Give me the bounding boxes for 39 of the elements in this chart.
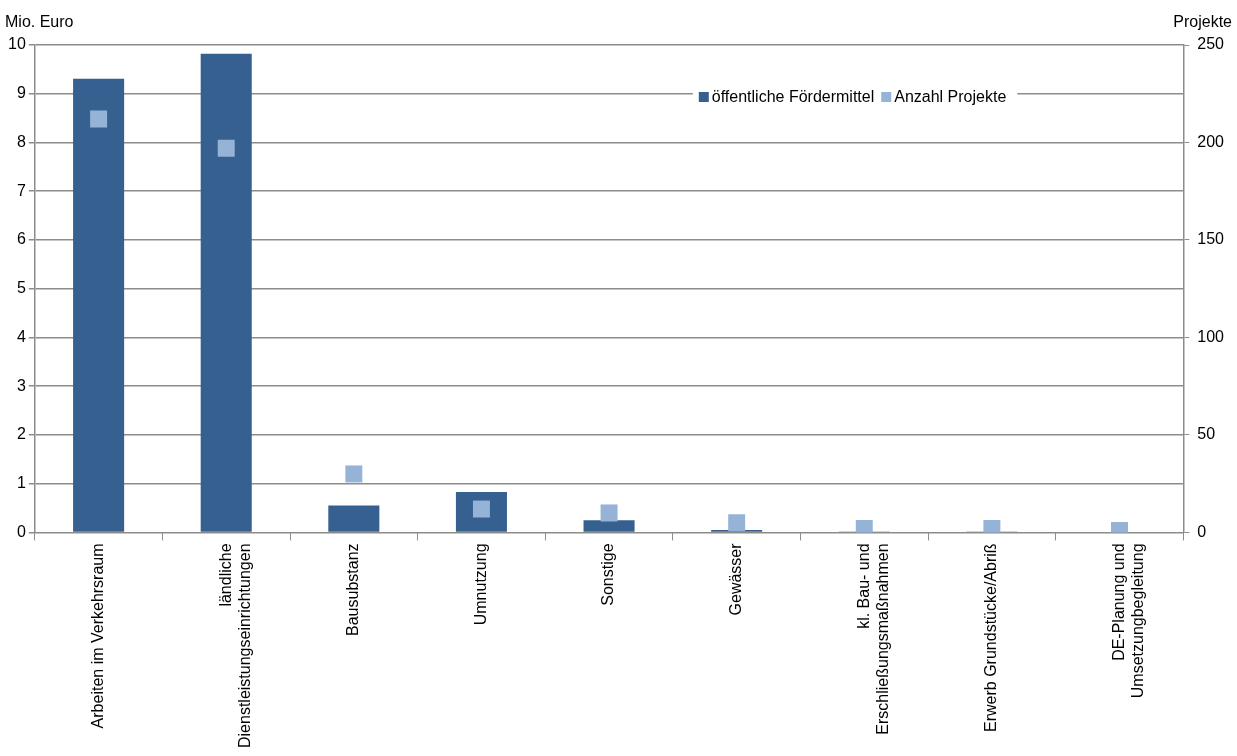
y-tick-label: 8: [16, 132, 26, 150]
y2-tick-label: 200: [1197, 132, 1225, 150]
point: [217, 139, 235, 157]
y2-tick-label: 0: [1197, 522, 1207, 540]
x-tick-label: Erwerb Grundstücke/Abriß: [982, 543, 1000, 732]
x-tick-label: DE-Planung und Umsetzungbegleitung: [1109, 543, 1147, 699]
bar: [583, 520, 635, 532]
point: [90, 110, 108, 128]
legend-label: öffentliche Fördermittel: [711, 88, 875, 106]
x-tick-label: kl. Bau- und Erschließungsmaßnahmen: [854, 543, 891, 735]
y2-tick-label: 100: [1197, 327, 1225, 345]
y-tick-label: 3: [16, 376, 26, 394]
y-tick-label: 1: [16, 474, 26, 492]
y-tick-label: 7: [16, 181, 26, 199]
legend-label: Anzahl Projekte: [894, 88, 1007, 106]
x-tick-label: Gewässer: [727, 542, 745, 616]
y-tick-label: 9: [16, 84, 26, 102]
x-tick-label: Arbeiten im Verkehrsraum: [89, 543, 107, 729]
y-tick-label: 5: [16, 279, 26, 297]
bar: [328, 505, 380, 532]
point: [728, 514, 746, 532]
y2-tick-label: 150: [1197, 230, 1225, 248]
y2-tick-label: 250: [1197, 35, 1225, 53]
x-tick-label: Umnutzung: [471, 543, 489, 626]
y-tick-label: 0: [16, 522, 26, 540]
bar: [73, 78, 125, 532]
y2-tick-label: 50: [1197, 425, 1216, 443]
y-tick-label: 4: [16, 327, 26, 345]
y-tick-label: 10: [8, 35, 26, 53]
y2-axis-title: Projekte: [1173, 13, 1233, 31]
point: [600, 504, 618, 522]
y-tick-label: 2: [16, 425, 26, 443]
y-tick-label: 6: [16, 230, 26, 248]
point: [345, 465, 363, 483]
x-tick-label: Sonstige: [599, 543, 617, 606]
y-axis-title: Mio. Euro: [5, 13, 74, 31]
x-tick-label: Bausubstanz: [344, 543, 362, 636]
bar: [200, 53, 252, 532]
x-tick-label: ländliche Dienstleistungseinrichtungen: [216, 543, 253, 749]
